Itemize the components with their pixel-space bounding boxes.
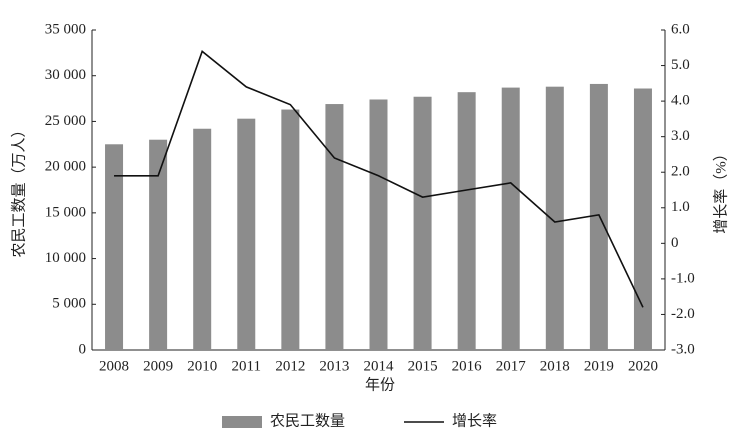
x-tick-label: 2011 — [232, 358, 261, 374]
y2-tick-label: 4.0 — [671, 93, 690, 109]
y-tick-label: 35 000 — [45, 21, 86, 37]
x-tick-label: 2008 — [99, 358, 129, 374]
bar — [369, 99, 388, 350]
y2-tick-label: -3.0 — [671, 341, 695, 357]
x-tick-label: 2016 — [452, 358, 483, 374]
bar — [237, 118, 256, 350]
y-tick-label: 10 000 — [45, 250, 86, 266]
legend-label: 增长率 — [452, 412, 497, 429]
legend-label: 农民工数量 — [270, 412, 345, 429]
y2-tick-label: 0 — [671, 235, 679, 251]
bar — [105, 144, 124, 350]
bar — [545, 86, 564, 350]
bar — [633, 88, 652, 350]
bar — [193, 128, 212, 350]
x-tick-label: 2019 — [584, 358, 614, 374]
y2-tick-label: 5.0 — [671, 57, 690, 73]
y2-tick-label: -2.0 — [671, 306, 695, 322]
x-tick-label: 2012 — [275, 358, 305, 374]
y2-tick-label: 3.0 — [671, 128, 690, 144]
x-tick-label: 2014 — [364, 358, 395, 374]
bar — [281, 109, 300, 351]
bar — [149, 139, 168, 350]
x-axis-label: 年份 — [365, 376, 395, 393]
x-tick-label: 2013 — [319, 358, 349, 374]
x-tick-label: 2010 — [187, 358, 217, 374]
legend-swatch — [222, 416, 262, 428]
x-tick-label: 2017 — [496, 358, 527, 374]
y2-tick-label: 1.0 — [671, 199, 690, 215]
bar — [501, 87, 520, 350]
line — [114, 50, 644, 308]
x-tick-label: 2018 — [540, 358, 570, 374]
bar — [325, 104, 344, 350]
x-tick-label: 2009 — [143, 358, 173, 374]
y-tick-label: 5 000 — [52, 296, 86, 312]
bar — [589, 83, 608, 350]
x-tick-label: 2020 — [628, 358, 658, 374]
y-tick-label: 0 — [79, 341, 87, 357]
y2-axis-label: 增长率（%） — [712, 146, 729, 234]
y2-tick-label: 2.0 — [671, 164, 690, 180]
x-tick-label: 2015 — [408, 358, 438, 374]
y-tick-label: 20 000 — [45, 159, 86, 175]
y-tick-label: 30 000 — [45, 67, 86, 83]
y2-tick-label: 6.0 — [671, 21, 690, 37]
y2-tick-label: -1.0 — [671, 270, 695, 286]
bar — [457, 92, 476, 351]
y-tick-label: 25 000 — [45, 113, 86, 129]
y-tick-label: 15 000 — [45, 204, 86, 220]
bar — [413, 96, 432, 350]
y-axis-label: 农民工数量（万人） — [10, 122, 27, 257]
